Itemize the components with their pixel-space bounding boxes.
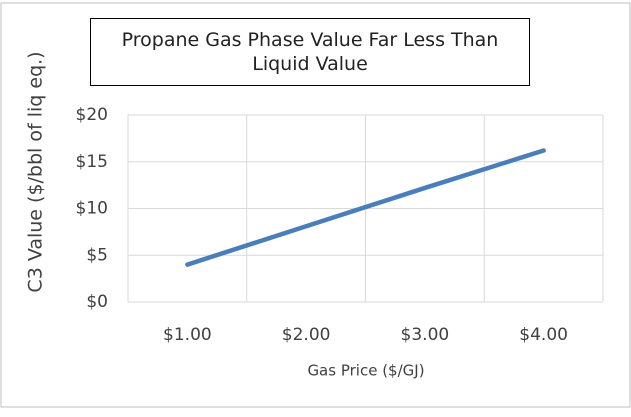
y-tick-label: $20 [76,105,108,125]
x-tick-label: $1.00 [163,325,212,345]
y-axis-label: C3 Value ($/bbl of liq eq.) [25,51,47,292]
y-tick-label: $0 [86,292,108,312]
x-axis-label: Gas Price ($/GJ) [307,362,424,380]
x-tick-label: $2.00 [282,325,331,345]
chart-border [0,2,631,408]
x-tick-label: $4.00 [519,325,568,345]
y-tick-label: $15 [76,152,108,172]
chart-title: Propane Gas Phase Value Far Less Than Li… [90,18,530,86]
data-line [185,148,546,267]
y-tick-label: $10 [76,199,108,219]
y-tick-label: $5 [86,245,108,265]
x-tick-label: $3.00 [401,325,450,345]
